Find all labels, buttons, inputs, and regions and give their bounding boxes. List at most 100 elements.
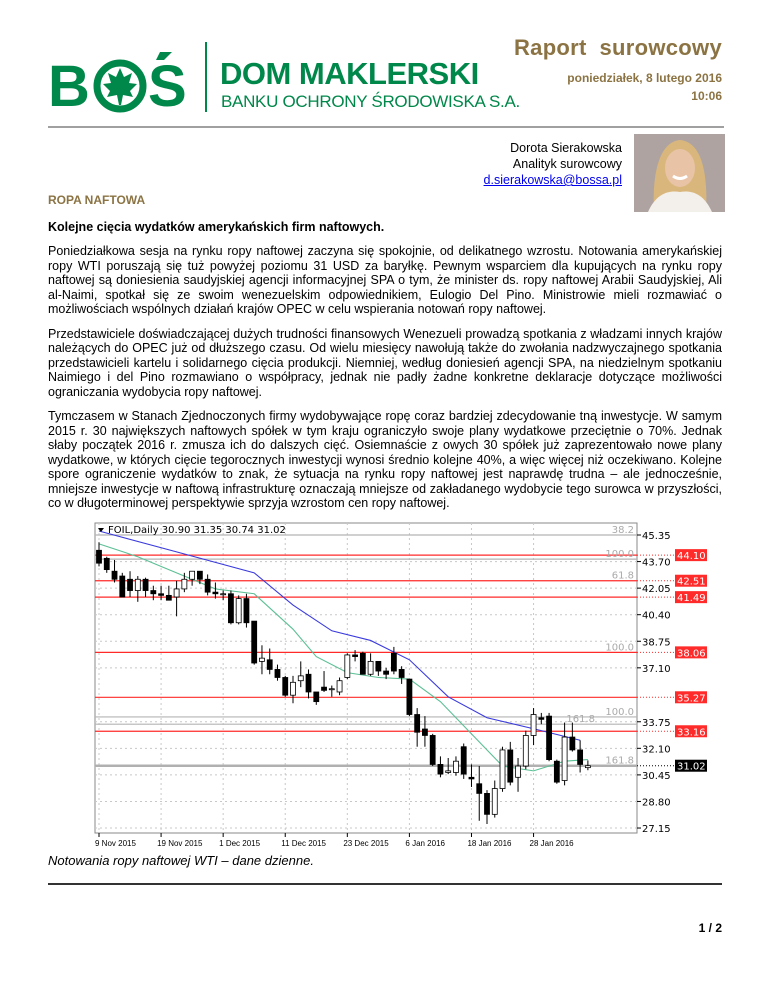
candle-bear: [251, 620, 258, 663]
y-tick-label: 42.05: [642, 584, 671, 595]
candle-bear: [476, 782, 483, 794]
candle-bear: [282, 676, 289, 696]
author-email-link[interactable]: d.sierakowska@bossa.pl: [483, 173, 622, 187]
candle-bear: [212, 591, 219, 594]
candle-bear: [468, 776, 475, 779]
y-tick-label: 30.45: [642, 770, 671, 781]
price-tag-label: 33.16: [677, 727, 706, 738]
candle-bull: [445, 769, 452, 773]
x-tick-label: 1 Dec 2015: [219, 839, 260, 848]
x-tick-label: 18 Jan 2016: [467, 839, 512, 848]
y-tick-label: 27.15: [642, 824, 671, 835]
candle-bull: [491, 787, 498, 815]
svg-text:S: S: [148, 54, 187, 115]
candle-bear: [150, 589, 157, 594]
price-tag: [675, 574, 707, 587]
candle-bull: [336, 679, 343, 692]
price-tag: [675, 759, 707, 772]
candle-bear: [142, 578, 149, 591]
candle-bear: [546, 715, 552, 760]
candle-bear: [507, 749, 514, 783]
fib-label: 38.2: [612, 525, 634, 536]
fib-label: 100.0: [605, 549, 634, 560]
price-tag: [675, 690, 707, 703]
candle-bear: [158, 592, 164, 596]
candle-bull: [220, 592, 227, 595]
y-tick-label: 32.10: [642, 744, 671, 755]
page-number: 1 / 2: [698, 920, 722, 935]
brand-subtitle: BANKU OCHRONY ŚRODOWISKA S.A.: [221, 92, 520, 111]
candle-bear: [111, 570, 118, 580]
header-rule: [48, 126, 724, 128]
candle-bull: [344, 654, 351, 678]
x-tick-label: 6 Jan 2016: [405, 839, 445, 848]
candle-bull: [189, 570, 196, 580]
candle-bear: [96, 549, 102, 564]
oil-price-chart: 45.35 43.70 42.05 40.40 38.75 37.10 33.75 32.10…: [94, 522, 707, 848]
article-body: Kolejne cięcia wydatków amerykańskich fi…: [48, 220, 722, 935]
candle-bear: [313, 691, 320, 702]
x-tick-label: 11 Dec 2015: [281, 839, 326, 848]
y-tick-label: 45.35: [642, 531, 671, 542]
paragraph: Tymczasem w Stanach Zjednoczonych firmy …: [48, 409, 722, 510]
candle-bull: [453, 760, 459, 773]
candle-bear: [274, 668, 281, 678]
fib-label: 100.0: [605, 706, 634, 717]
candle-bear: [484, 792, 490, 815]
candle-bear: [266, 658, 273, 670]
price-tag-label: 42.51: [677, 576, 706, 587]
bos-logo: B S: [48, 50, 193, 120]
dropdown-triangle-icon: [98, 527, 104, 532]
price-tag: [675, 645, 707, 658]
candle-bull: [515, 765, 521, 778]
candle-bull: [290, 681, 296, 696]
moving-average-slow: [98, 529, 581, 741]
fib-label: 100.0: [605, 642, 634, 653]
y-tick-label: 33.75: [642, 717, 671, 728]
brand-name: DOM MAKLERSKI: [220, 56, 479, 91]
candle-bull: [297, 674, 304, 681]
report-time: 10:06: [691, 89, 722, 103]
candle-bear: [553, 760, 560, 783]
author-name: Dorota Sierakowska: [510, 141, 622, 155]
candle-bear: [321, 686, 327, 691]
candle-bear: [437, 763, 444, 774]
candle-bull: [561, 736, 568, 781]
x-tick-label: 23 Dec 2015: [343, 839, 389, 848]
candle-bear: [243, 597, 250, 623]
price-tag-label: 44.10: [677, 551, 706, 562]
plot-area: [94, 522, 638, 833]
paragraph: Przedstawiciele doświadczającej dużych t…: [48, 326, 722, 399]
candle-bear: [569, 736, 576, 750]
report-title: Raport surowcowy: [513, 35, 722, 60]
section-title: ROPA NAFTOWA: [48, 193, 146, 207]
x-tick-label: 28 Jan 2016: [530, 839, 575, 848]
price-tag-label: 35.27: [677, 693, 706, 704]
candle-bear: [305, 673, 312, 692]
candle-bull: [173, 588, 180, 597]
candle-bull: [235, 597, 242, 623]
candle-bull: [530, 713, 537, 736]
candle-bear: [460, 745, 467, 774]
candle-bull: [584, 764, 591, 768]
candle-bear: [375, 660, 382, 671]
candle-bear: [196, 570, 203, 580]
logo-divider: [205, 42, 207, 112]
x-tick-label: 9 Nov 2015: [95, 839, 136, 848]
price-tag-label: 31.02: [677, 761, 706, 772]
y-tick-label: 38.75: [642, 637, 671, 648]
candle-bear: [352, 654, 358, 657]
candle-bull: [367, 660, 374, 675]
candle-bull: [181, 578, 188, 589]
author-photo: [634, 134, 725, 212]
candle-bear: [577, 749, 584, 765]
candle-bull: [134, 578, 141, 591]
article-headline: Kolejne cięcia wydatków amerykańskich fi…: [48, 220, 385, 234]
price-tag-label: 38.06: [677, 648, 706, 659]
y-tick-label: 43.70: [642, 557, 671, 568]
price-tag-label: 41.49: [677, 593, 706, 604]
y-tick-label: 28.80: [642, 797, 671, 808]
candle-bear: [390, 652, 397, 671]
candle-bear: [359, 652, 366, 675]
candle-bear: [414, 713, 421, 733]
